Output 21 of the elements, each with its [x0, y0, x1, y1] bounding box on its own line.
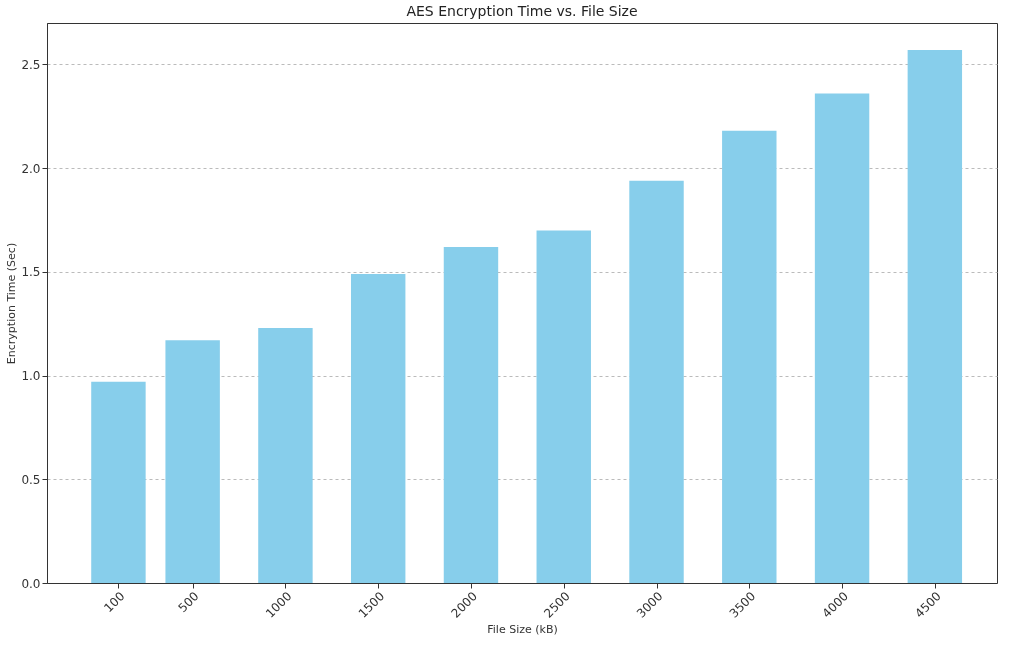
x-tick-label: 500: [175, 589, 202, 616]
y-tick-label: 2.0: [21, 161, 41, 176]
bar: [629, 180, 684, 583]
bar: [722, 130, 777, 583]
y-tick-label: 2.5: [21, 57, 41, 72]
bar: [91, 381, 146, 583]
x-axis-title: File Size (kB): [487, 622, 558, 636]
x-tick-label: 100: [101, 589, 128, 616]
bar: [258, 327, 313, 583]
bar: [443, 247, 499, 583]
y-tick-label: 1.5: [21, 265, 41, 280]
bar: [536, 230, 591, 583]
bar: [165, 340, 220, 583]
y-tick-label: 0.5: [21, 472, 41, 487]
bar: [907, 49, 963, 583]
chart-title: AES Encryption Time vs. File Size: [406, 3, 638, 19]
bar: [350, 273, 406, 583]
y-tick-label: 0.0: [21, 576, 41, 591]
bar: [814, 93, 870, 583]
y-tick-label: 1.0: [21, 369, 41, 384]
y-axis-title: Encryption Time (Sec): [5, 242, 19, 365]
